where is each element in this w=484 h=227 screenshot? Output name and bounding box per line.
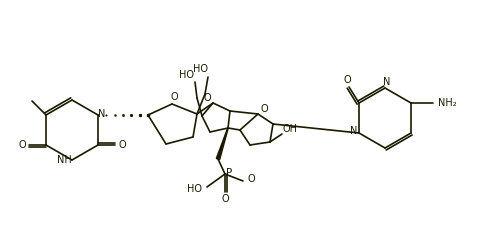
Text: OH: OH <box>283 124 298 134</box>
Text: HO: HO <box>186 184 201 194</box>
Text: NH₂: NH₂ <box>438 98 456 108</box>
Text: O: O <box>18 140 26 150</box>
Text: NH: NH <box>57 155 71 165</box>
Text: O: O <box>343 75 351 85</box>
Text: O: O <box>170 92 178 102</box>
Text: O: O <box>260 104 268 114</box>
Text: O: O <box>203 93 211 103</box>
Text: O: O <box>118 140 126 150</box>
Text: N: N <box>350 126 358 136</box>
Text: HO: HO <box>193 64 208 74</box>
Polygon shape <box>216 128 228 160</box>
Text: O: O <box>247 174 255 184</box>
Text: P: P <box>226 168 232 178</box>
Text: N: N <box>383 77 391 87</box>
Text: N: N <box>98 109 106 119</box>
Text: HO: HO <box>180 70 195 80</box>
Text: O: O <box>221 194 229 204</box>
